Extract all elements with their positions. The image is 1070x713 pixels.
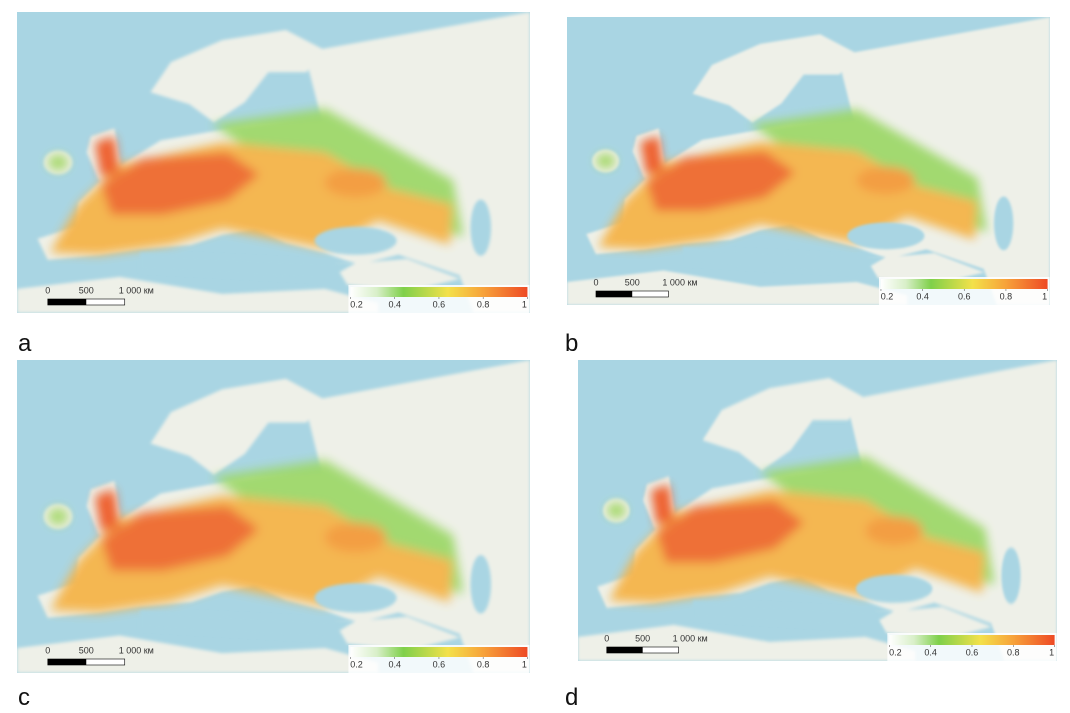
scale-label: 0 [593, 277, 598, 287]
colorbar-tick-label: 0.8 [477, 659, 490, 669]
colorbar-tick-label: 0.2 [350, 299, 363, 309]
panel-label: a [18, 330, 32, 357]
map-panel: 0 500 1 000 км 0.2 0.4 0.6 0.8 1 [17, 12, 530, 313]
scale-label: 0 [45, 645, 50, 655]
scale-bar-black [47, 299, 87, 305]
map [17, 12, 530, 313]
colorbar-tick-label: 0.6 [433, 299, 446, 309]
map-panel: 0 500 1 000 км 0.2 0.4 0.6 0.8 1 [17, 360, 530, 673]
map [578, 360, 1057, 661]
colorbar [889, 635, 1055, 645]
scale-label: 500 [625, 277, 640, 287]
map-panel: 0 500 1 000 км 0.2 0.4 0.6 0.8 1 [578, 360, 1057, 661]
scale-label: 1 000 км [662, 277, 697, 287]
colorbar-tick-label: 0.6 [958, 291, 971, 301]
colorbar-tick-label: 1 [522, 299, 527, 309]
colorbar-tick-label: 0.8 [1000, 291, 1013, 301]
colorbar-tick-label: 0.4 [916, 291, 929, 301]
colorbar [350, 647, 528, 657]
colorbar-tick-label: 0.4 [388, 659, 401, 669]
panel-label: c [18, 684, 30, 711]
scale-bar-white [595, 290, 669, 298]
scale-label: 0 [604, 633, 609, 643]
scale-label: 1 000 км [119, 285, 154, 295]
colorbar-tick-label: 1 [522, 659, 527, 669]
panel-label: b [565, 330, 579, 357]
scale-label: 0 [45, 285, 50, 295]
colorbar-tick-label: 1 [1042, 291, 1047, 301]
scale-label: 500 [635, 633, 650, 643]
panel-label: d [565, 684, 579, 711]
scale-label: 500 [79, 645, 94, 655]
colorbar [880, 279, 1048, 289]
scale-label: 1 000 км [673, 633, 708, 643]
map-panel: 0 500 1 000 км 0.2 0.4 0.6 0.8 1 [567, 17, 1050, 305]
colorbar [350, 287, 528, 297]
colorbar-tick-label: 0.2 [350, 659, 363, 669]
map [567, 17, 1050, 305]
colorbar-tick-label: 1 [1049, 647, 1054, 657]
scale-bar-black [595, 291, 633, 297]
scale-bar-black [47, 659, 87, 665]
colorbar-tick-label: 0.6 [433, 659, 446, 669]
colorbar-tick-label: 0.6 [966, 647, 979, 657]
colorbar-tick-label: 0.8 [477, 299, 490, 309]
scale-label: 500 [79, 285, 94, 295]
colorbar-tick-label: 0.4 [924, 647, 937, 657]
scale-label: 1 000 км [119, 645, 154, 655]
colorbar-tick-label: 0.8 [1007, 647, 1020, 657]
colorbar-tick-label: 0.2 [889, 647, 902, 657]
map [17, 360, 530, 673]
colorbar-tick-label: 0.2 [881, 291, 894, 301]
colorbar-tick-label: 0.4 [388, 299, 401, 309]
scale-bar-black [606, 647, 643, 653]
